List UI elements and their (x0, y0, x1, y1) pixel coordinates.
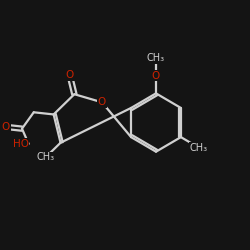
Text: CH₃: CH₃ (147, 53, 165, 63)
Text: CH₃: CH₃ (190, 142, 208, 152)
Text: O: O (98, 97, 106, 107)
Text: O: O (2, 122, 10, 132)
Text: CH₃: CH₃ (36, 152, 55, 162)
Text: O: O (152, 70, 160, 81)
Text: HO: HO (12, 139, 28, 149)
Text: O: O (66, 70, 74, 81)
